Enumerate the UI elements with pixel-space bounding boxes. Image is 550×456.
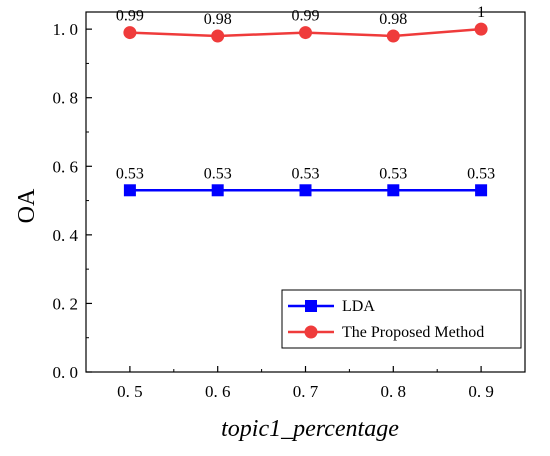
legend-box bbox=[281, 289, 522, 349]
legend-label-the-proposed-method: The Proposed Method bbox=[342, 324, 484, 341]
x-axis-title: topic1_percentage bbox=[221, 416, 399, 442]
y-tick-label: 1. 0 bbox=[53, 20, 79, 39]
data-label-lda: 0.53 bbox=[292, 165, 320, 182]
data-point-the-proposed-method bbox=[299, 26, 312, 40]
legend-marker-the-proposed-method bbox=[304, 325, 318, 339]
data-label-the-proposed-method: 0.98 bbox=[204, 11, 232, 28]
data-point-lda bbox=[475, 184, 488, 197]
data-label-lda: 0.53 bbox=[204, 165, 232, 182]
y-tick-label: 0. 0 bbox=[53, 363, 79, 382]
data-point-the-proposed-method bbox=[123, 26, 137, 40]
x-tick-label: 0. 5 bbox=[117, 382, 143, 401]
data-point-the-proposed-method bbox=[474, 22, 488, 36]
legend-label-lda: LDA bbox=[342, 298, 375, 315]
data-point-the-proposed-method bbox=[211, 29, 225, 43]
data-label-lda: 0.53 bbox=[467, 165, 495, 182]
ticks: 0. 0 0. 2 0. 4 0. 6 0. 8 1. 0 0. 5 0. 6 0. 7 0. 8… bbox=[53, 20, 494, 401]
data-label-the-proposed-method: 1 bbox=[477, 4, 485, 21]
legend: LDA The Proposed Method bbox=[281, 289, 522, 349]
data-point-lda bbox=[211, 184, 224, 197]
x-tick-label: 0. 7 bbox=[293, 382, 319, 401]
y-tick-label: 0. 6 bbox=[53, 157, 79, 176]
series bbox=[123, 22, 488, 197]
data-label-lda: 0.53 bbox=[379, 165, 407, 182]
data-labels: 0.53 0.53 0.53 0.53 0.53 0.99 0.98 0.99 0.98 1 bbox=[116, 4, 495, 182]
y-tick-label: 0. 8 bbox=[53, 89, 79, 108]
y-tick-label: 0. 2 bbox=[53, 294, 79, 313]
x-tick-label: 0. 8 bbox=[381, 382, 407, 401]
data-point-lda bbox=[299, 184, 312, 197]
data-point-lda bbox=[123, 184, 136, 197]
legend-marker-lda bbox=[305, 300, 317, 312]
data-point-the-proposed-method bbox=[386, 29, 400, 43]
y-axis-title: OA bbox=[14, 188, 40, 223]
x-tick-label: 0. 9 bbox=[468, 382, 494, 401]
x-tick-label: 0. 6 bbox=[205, 382, 231, 401]
y-tick-label: 0. 4 bbox=[53, 226, 79, 245]
data-label-lda: 0.53 bbox=[116, 165, 144, 182]
data-label-the-proposed-method: 0.98 bbox=[379, 11, 407, 28]
data-label-the-proposed-method: 0.99 bbox=[292, 8, 320, 25]
data-point-lda bbox=[387, 184, 400, 197]
data-label-the-proposed-method: 0.99 bbox=[116, 8, 144, 25]
